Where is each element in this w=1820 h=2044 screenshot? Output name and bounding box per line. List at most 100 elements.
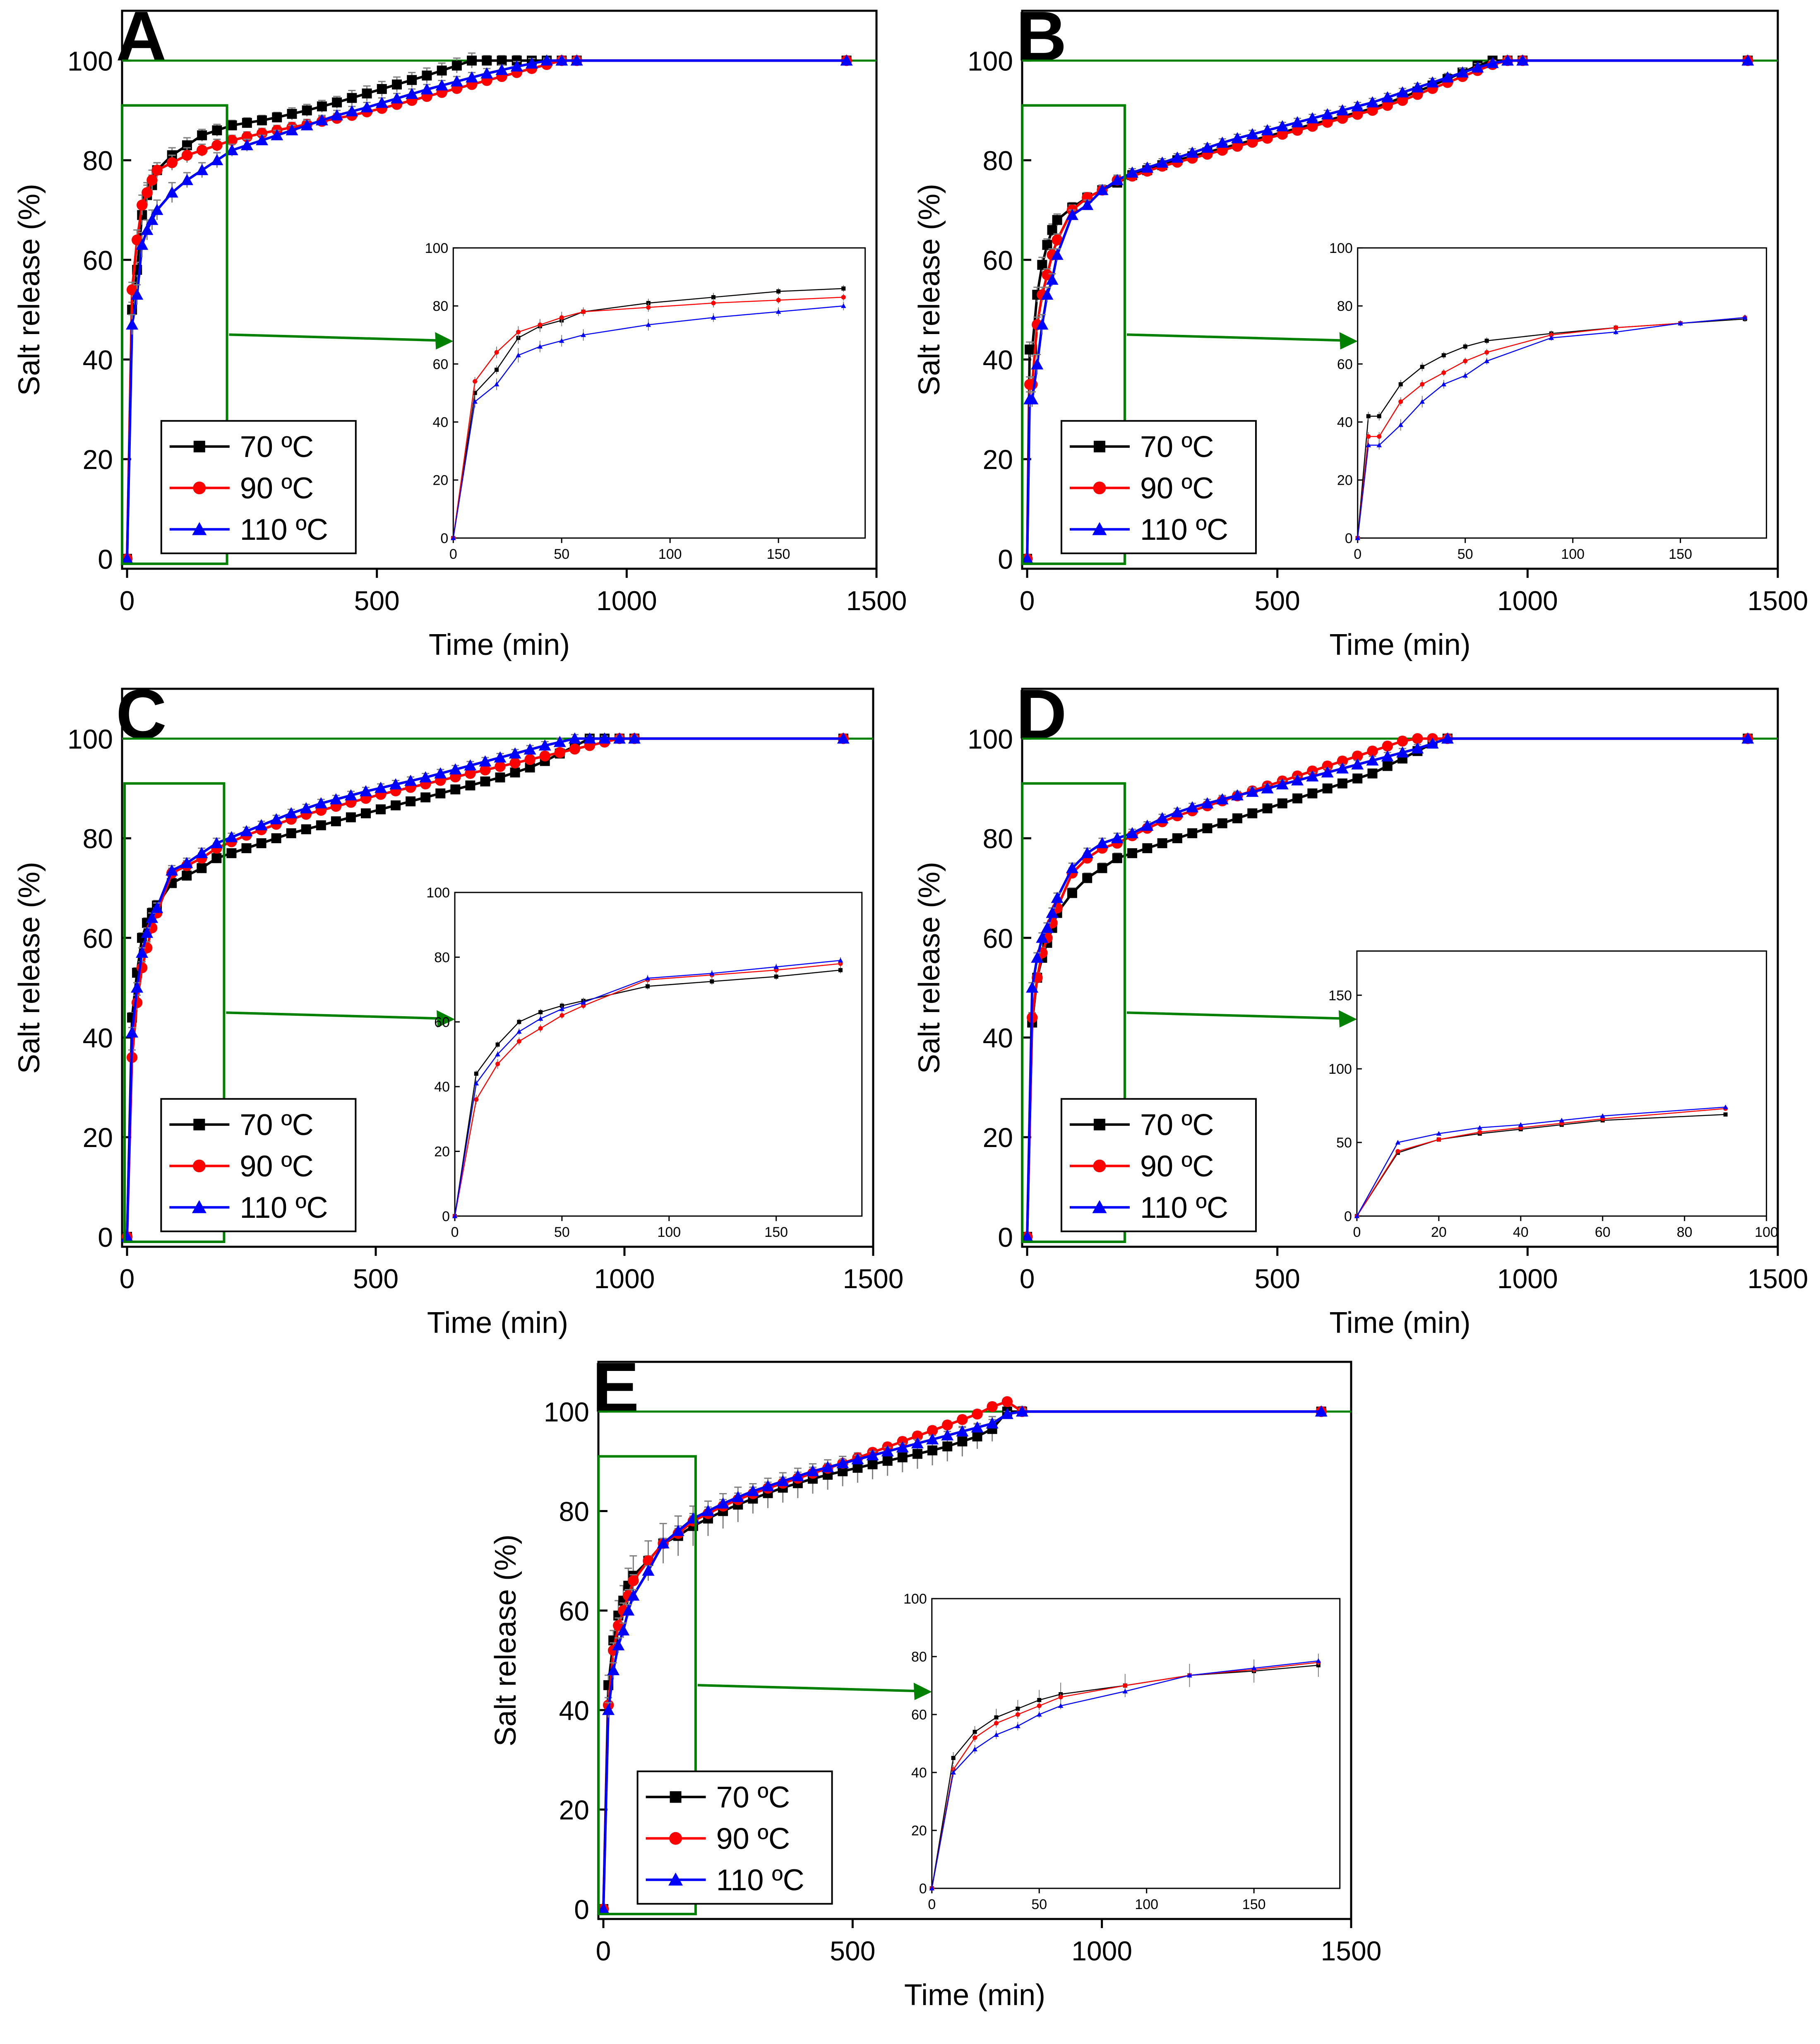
- data-point: [360, 101, 373, 113]
- inset-data-point: [1037, 1712, 1042, 1717]
- legend-label: 110 ºC: [1140, 513, 1228, 546]
- inset-data-point: [929, 1885, 935, 1890]
- data-point: [1112, 853, 1122, 863]
- data-point: [240, 825, 253, 837]
- inset-data-point: [838, 957, 843, 963]
- data-point: [986, 1417, 999, 1429]
- data-point: [583, 732, 596, 744]
- data-point: [1111, 174, 1124, 185]
- zoom-highlight-box: [1021, 782, 1126, 1243]
- data-point: [852, 1462, 863, 1473]
- data-point: [554, 747, 565, 758]
- panel-letter: C: [116, 675, 167, 754]
- data-point: [131, 981, 144, 993]
- data-point: [480, 67, 493, 79]
- data-point: [1081, 847, 1094, 858]
- data-point: [241, 843, 252, 854]
- data-point: [1157, 838, 1167, 849]
- inset-data-point: [1366, 414, 1371, 418]
- data-point: [607, 1664, 620, 1676]
- data-point: [151, 902, 163, 913]
- inset-x-tick-label: 150: [767, 546, 790, 562]
- inset-x-tick-label: 0: [1354, 546, 1361, 562]
- data-point: [1367, 745, 1378, 757]
- panel-letter: E: [592, 1348, 639, 1427]
- data-point: [1051, 892, 1064, 903]
- data-point: [1352, 773, 1363, 784]
- inset-data-point: [1058, 1695, 1063, 1700]
- data-point: [212, 125, 222, 135]
- legend-label: 70 ºC: [1140, 1109, 1214, 1142]
- x-tick-label: 1000: [1497, 585, 1558, 616]
- data-point: [376, 804, 386, 815]
- inset-series-2: [1354, 1104, 1728, 1218]
- data-point: [285, 807, 298, 818]
- data-point: [613, 732, 626, 744]
- inset-data-point: [473, 379, 478, 384]
- inset-y-tick-label: 80: [434, 950, 450, 965]
- inset-data-point: [1477, 1130, 1482, 1135]
- data-point: [912, 1430, 923, 1442]
- data-point: [1156, 812, 1169, 823]
- data-point: [464, 759, 477, 771]
- data-point: [434, 767, 447, 779]
- x-tick-label: 500: [353, 1263, 399, 1294]
- legend-marker: [1093, 1118, 1105, 1130]
- inset-y-tick-label: 40: [911, 1765, 927, 1781]
- data-point: [494, 751, 507, 763]
- data-point: [1156, 156, 1169, 168]
- data-point: [1277, 129, 1288, 140]
- data-point: [1047, 225, 1057, 235]
- data-point: [1026, 981, 1039, 993]
- data-point: [702, 1505, 715, 1516]
- y-tick-label: 0: [574, 1894, 589, 1925]
- inset-data-point: [581, 1000, 586, 1005]
- data-point: [344, 789, 357, 801]
- data-point: [1382, 100, 1393, 111]
- y-tick-label: 100: [67, 724, 113, 754]
- inset-data-point: [1484, 358, 1489, 363]
- inset-x-tick-label: 80: [1677, 1224, 1693, 1240]
- data-point: [1516, 54, 1529, 66]
- series-line: [1026, 59, 1748, 559]
- y-tick-label: 100: [968, 724, 1013, 754]
- data-point: [523, 743, 536, 755]
- data-point: [1426, 737, 1439, 749]
- inset-data-point: [994, 1732, 999, 1737]
- inset-x-tick-label: 100: [1755, 1224, 1778, 1240]
- series-b-2: [1021, 54, 1754, 564]
- data-point: [141, 224, 154, 235]
- inset-data-point: [1016, 1707, 1020, 1711]
- y-tick-label: 20: [83, 444, 113, 475]
- inset-data-point: [1251, 1665, 1257, 1671]
- data-point: [166, 864, 178, 876]
- inset-data-point: [1723, 1112, 1728, 1117]
- data-point: [466, 71, 478, 83]
- series-d-2: [1021, 732, 1754, 1242]
- data-point: [570, 54, 583, 66]
- inset-data-point: [559, 1013, 564, 1018]
- series-a-2: [121, 54, 853, 564]
- inset-x-tick-label: 50: [1031, 1897, 1047, 1912]
- data-point: [1042, 269, 1053, 281]
- inset-frame: [1357, 247, 1767, 539]
- inset-series-line: [1357, 317, 1745, 539]
- inset-series-2: [1355, 315, 1748, 540]
- data-point: [509, 757, 521, 769]
- data-point: [406, 87, 418, 99]
- legend-marker: [668, 1872, 683, 1886]
- inset-data-point: [1398, 422, 1403, 427]
- inset-data-point: [1366, 442, 1371, 447]
- y-tick-label: 20: [83, 1122, 113, 1153]
- x-tick-label: 1000: [1071, 1936, 1132, 1966]
- x-tick-label: 0: [1020, 585, 1035, 616]
- data-point: [331, 109, 343, 120]
- data-point: [1741, 732, 1754, 744]
- data-point: [569, 743, 581, 755]
- inset-data-point: [646, 322, 651, 327]
- data-point: [482, 55, 492, 66]
- inset-data-point: [1366, 434, 1371, 439]
- y-tick-label: 100: [544, 1397, 589, 1427]
- data-point: [1231, 789, 1244, 801]
